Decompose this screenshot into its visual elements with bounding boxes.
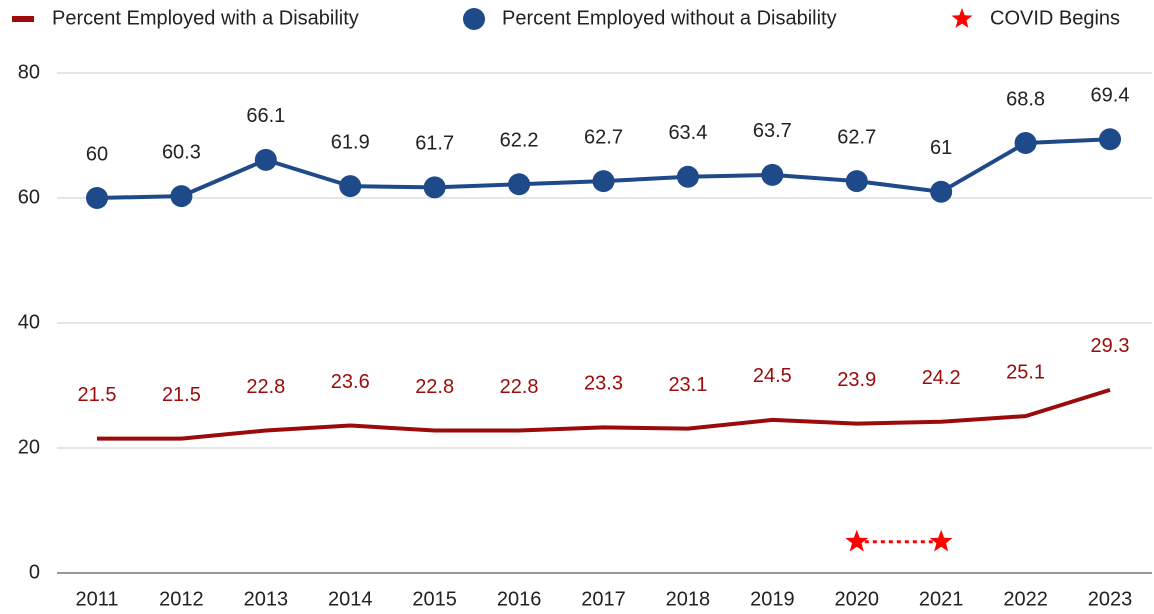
x-tick-label: 2022	[1003, 588, 1048, 610]
data-label: 60	[86, 143, 108, 165]
x-tick-label: 2021	[919, 588, 964, 610]
point	[423, 176, 446, 199]
x-tick-label: 2016	[497, 588, 542, 610]
data-label: 23.3	[584, 373, 623, 395]
legend-swatch	[951, 8, 973, 28]
y-tick-label: 20	[18, 436, 40, 458]
point	[170, 185, 193, 208]
data-label: 23.6	[331, 371, 370, 393]
point	[508, 173, 531, 196]
legend-label: Percent Employed without a Disability	[502, 7, 837, 29]
x-tick-label: 2011	[75, 588, 118, 610]
x-tick-label: 2023	[1088, 588, 1133, 610]
data-label: 61.9	[331, 131, 370, 153]
y-tick-label: 0	[29, 561, 40, 583]
x-tick-label: 2012	[159, 588, 204, 610]
data-label: 62.2	[500, 130, 539, 152]
point	[1014, 132, 1037, 154]
data-label: 25.1	[1006, 361, 1045, 383]
legend-swatch	[12, 16, 34, 22]
x-tick-label: 2014	[328, 588, 373, 610]
data-label: 69.4	[1091, 85, 1130, 107]
data-label: 61.7	[415, 133, 454, 155]
point	[254, 148, 277, 171]
data-label: 62.7	[837, 126, 876, 148]
point	[1099, 128, 1121, 151]
data-label: 21.5	[78, 384, 117, 406]
legend: Percent Employed with a Disability Percen…	[12, 7, 1120, 30]
data-label: 60.3	[162, 141, 201, 163]
y-tick-label: 80	[18, 61, 40, 83]
point	[592, 170, 615, 193]
data-label: 23.9	[837, 369, 876, 391]
data-label: 29.3	[1091, 335, 1130, 357]
legend-label: COVID Begins	[990, 7, 1120, 29]
legend-label: Percent Employed with a Disability	[52, 7, 359, 29]
y-tick-label: 60	[18, 186, 40, 208]
x-tick-label: 2013	[244, 588, 289, 610]
y-tick-label: 40	[18, 311, 40, 333]
point	[930, 180, 953, 203]
data-label: 24.2	[922, 367, 961, 389]
data-label: 68.8	[1006, 88, 1045, 110]
data-label: 22.8	[500, 376, 539, 398]
point	[845, 529, 869, 552]
point	[339, 175, 362, 198]
data-label: 62.7	[584, 126, 623, 148]
x-tick-label: 2018	[666, 588, 711, 610]
data-label: 63.4	[668, 122, 707, 144]
data-label: 63.7	[753, 120, 792, 142]
point	[929, 529, 953, 552]
data-label: 24.5	[753, 365, 792, 387]
data-label: 22.8	[246, 376, 285, 398]
point	[676, 165, 699, 188]
series-line	[97, 387, 1111, 441]
x-tick-label: 2019	[750, 588, 795, 610]
data-label: 61	[930, 137, 952, 159]
point	[761, 163, 784, 186]
point	[845, 170, 868, 193]
x-tick-label: 2015	[412, 588, 457, 610]
data-label: 66.1	[246, 105, 285, 127]
data-label: 21.5	[162, 384, 201, 406]
point	[86, 187, 108, 209]
legend-swatch	[463, 8, 485, 30]
x-tick-label: 2020	[835, 588, 880, 610]
x-tick-label: 2017	[581, 588, 626, 610]
data-label: 22.8	[415, 376, 454, 398]
data-label: 23.1	[668, 374, 707, 396]
